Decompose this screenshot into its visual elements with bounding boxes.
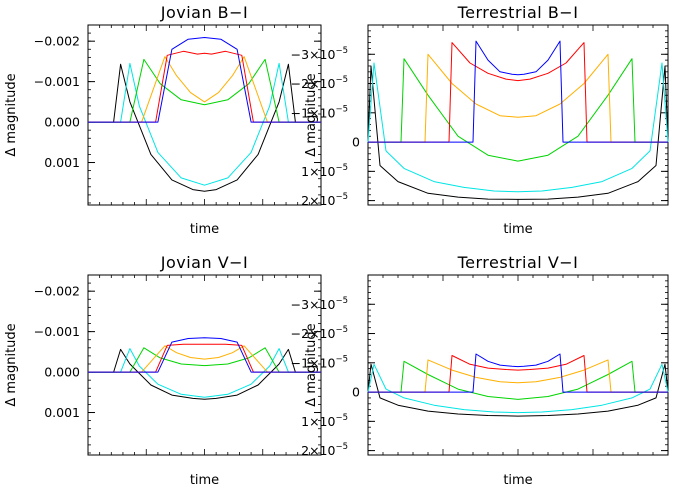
y-tick-label: −2×10−5 [291, 75, 348, 91]
y-tick-label: 1×10−5 [301, 413, 348, 429]
chart-title: Jovian V−I [160, 253, 249, 272]
y-axis-label: Δ magnitude [4, 73, 19, 156]
y-tick-label: 0 [352, 135, 360, 150]
y-tick-label: −0.002 [34, 284, 80, 299]
series-line-1 [367, 65, 669, 200]
y-tick-label: −3×10−5 [291, 46, 348, 62]
series-line-5 [368, 355, 668, 393]
chart-title: Terrestrial B−I [457, 3, 579, 22]
y-tick-label: −2×10−5 [291, 325, 348, 341]
y-tick-label: 0 [352, 385, 360, 400]
y-tick-label: −1×10−5 [291, 104, 348, 120]
series-line-6 [88, 37, 321, 123]
y-tick-label: −0.001 [34, 324, 80, 339]
y-tick-label: 0.000 [44, 115, 80, 130]
y-tick-label: 2×10−5 [301, 442, 348, 458]
series-line-4 [368, 53, 668, 143]
series-line-6 [88, 337, 321, 373]
series-line-2 [367, 363, 669, 414]
series-line-1 [88, 348, 321, 400]
plot-frame [87, 24, 322, 206]
y-tick-label: −0.001 [34, 74, 80, 89]
x-axis-label: time [503, 222, 532, 237]
series-line-2 [88, 348, 321, 398]
series-line-1 [88, 63, 321, 192]
series-line-1 [367, 363, 669, 417]
y-tick-label: 1×10−5 [301, 163, 348, 179]
y-axis-label: Δ magnitude [304, 323, 319, 406]
y-tick-label: 0.000 [44, 365, 80, 380]
plot-frame [367, 24, 669, 206]
series-line-5 [88, 343, 321, 373]
chart-title: Terrestrial V−I [457, 253, 579, 272]
y-tick-label: −0.002 [34, 34, 80, 49]
series-line-3 [368, 58, 668, 162]
series-line-2 [88, 62, 321, 186]
chart-title: Jovian B−I [160, 3, 249, 22]
series-line-3 [88, 58, 321, 123]
x-axis-label: time [503, 473, 532, 488]
series-line-6 [368, 353, 668, 393]
series-line-5 [88, 50, 321, 123]
y-axis-label: Δ magnitude [4, 323, 19, 406]
x-axis-label: time [190, 222, 219, 237]
y-tick-label: −3×10−5 [291, 296, 348, 312]
chart-panel-4: Terrestrial V−I −3×10−5 −2×10−5 −1×10−5 0 1×1… [291, 253, 669, 488]
x-axis-label: time [190, 473, 219, 488]
y-tick-label: −1×10−5 [291, 354, 348, 370]
plot-frame [367, 274, 669, 456]
chart-panel-1: Jovian B−I −0.002 −0.001 0.000 0.001 time Δ ma… [4, 3, 322, 237]
chart-panel-2: Terrestrial B−I −3×10−5 −2×10−5 −1×10−5 0 1×1… [291, 3, 669, 237]
series-line-2 [367, 62, 669, 193]
series-line-3 [368, 360, 668, 400]
series-line-5 [368, 42, 668, 143]
series-line-4 [88, 345, 321, 373]
y-tick-label: 0.001 [44, 155, 80, 170]
y-tick-label: 2×10−5 [301, 192, 348, 208]
series-line-4 [368, 359, 668, 393]
series-line-6 [368, 40, 668, 143]
chart-panel-3: Jovian V−I −0.002 −0.001 0.000 0.001 time Δ ma… [4, 253, 322, 488]
series-line-3 [88, 347, 321, 373]
y-axis-label: Δ magnitude [304, 73, 319, 156]
series-line-4 [88, 56, 321, 123]
y-tick-label: 0.001 [44, 405, 80, 420]
